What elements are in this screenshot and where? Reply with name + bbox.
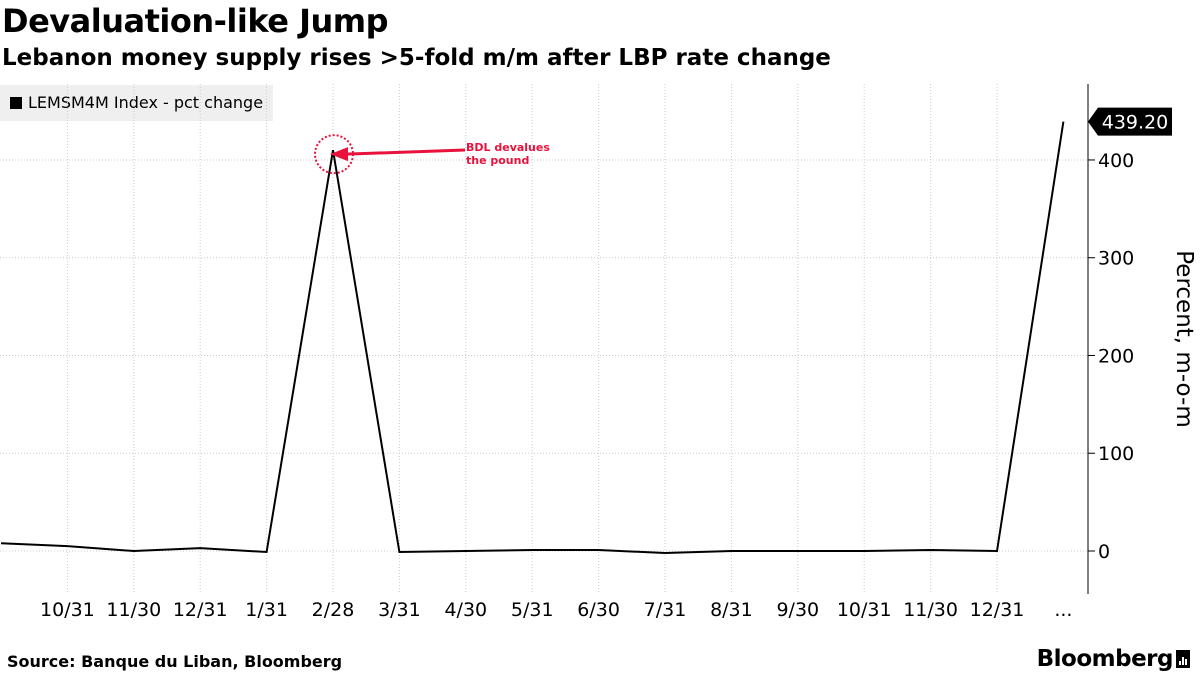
data-point — [995, 549, 999, 553]
x-tick-label: 4/30 — [444, 599, 487, 621]
legend-swatch — [10, 97, 22, 109]
chart-subtitle: Lebanon money supply rises >5-fold m/m a… — [2, 45, 831, 71]
x-tick-label: 12/31 — [173, 599, 228, 621]
grid-lines — [0, 84, 1088, 594]
y-axis-label: Percent, m-o-m — [1171, 250, 1197, 428]
x-tick-label: 12/31 — [970, 599, 1025, 621]
legend: LEMSM4M Index - pct change — [0, 85, 273, 121]
x-tick-label: 11/30 — [106, 599, 161, 621]
data-point — [397, 550, 401, 554]
x-tick-label: 1/31 — [245, 599, 288, 621]
y-tick-label: 200 — [1098, 345, 1134, 367]
x-axis-labels: 10/31 11/30 12/31 1/31 2/28 3/31 4/30 5/31 6/30 7… — [40, 599, 1072, 621]
x-tick-label: 10/31 — [40, 599, 95, 621]
data-point — [1061, 120, 1065, 124]
data-point — [929, 548, 933, 552]
annotation-text: the pound — [466, 154, 529, 167]
data-point — [331, 148, 335, 152]
x-tick-label: 9/30 — [776, 599, 819, 621]
y-tick-label: 0 — [1098, 541, 1110, 563]
y-axis: 0 100 200 300 400 439.20 — [1087, 84, 1172, 594]
chart-title: Devaluation-like Jump — [2, 2, 389, 40]
last-value-box — [1088, 107, 1172, 136]
data-point — [729, 549, 733, 553]
annotation-arrow-shaft — [345, 148, 466, 156]
brand-name: Bloomberg — [1036, 646, 1174, 672]
data-point — [796, 549, 800, 553]
y-tick-label: 400 — [1098, 150, 1134, 172]
y-tick-label: 100 — [1098, 443, 1134, 465]
annotation-text: BDL devalues — [466, 141, 550, 154]
source-note: Source: Banque du Liban, Bloomberg — [7, 652, 343, 671]
legend-label: LEMSM4M Index - pct change — [28, 93, 264, 112]
x-tick-label: 6/30 — [577, 599, 620, 621]
data-point — [132, 549, 136, 553]
series-layer — [0, 120, 1065, 555]
x-tick-label: 5/31 — [511, 599, 554, 621]
data-point — [464, 549, 468, 553]
x-tick-label: 10/31 — [837, 599, 892, 621]
data-point — [65, 544, 69, 548]
data-point — [0, 541, 3, 545]
x-tick-label: ... — [1054, 599, 1072, 621]
data-point — [198, 546, 202, 550]
x-tick-label: 8/31 — [710, 599, 753, 621]
x-tick-label: 2/28 — [312, 599, 355, 621]
bloomberg-mark-icon — [1176, 650, 1190, 668]
data-point — [265, 550, 269, 554]
series-line — [0, 121, 1065, 555]
annotation-arrow-head — [330, 147, 348, 162]
y-tick-label: 300 — [1098, 248, 1134, 270]
data-point — [530, 548, 534, 552]
data-point — [862, 549, 866, 553]
data-point — [597, 548, 601, 552]
x-tick-label: 3/31 — [378, 599, 421, 621]
bloomberg-logo: Bloomberg — [1037, 646, 1190, 672]
last-value-label: 439.20 — [1102, 112, 1168, 134]
data-point — [663, 551, 667, 555]
x-tick-label: 7/31 — [644, 599, 687, 621]
x-tick-label: 11/30 — [903, 599, 958, 621]
